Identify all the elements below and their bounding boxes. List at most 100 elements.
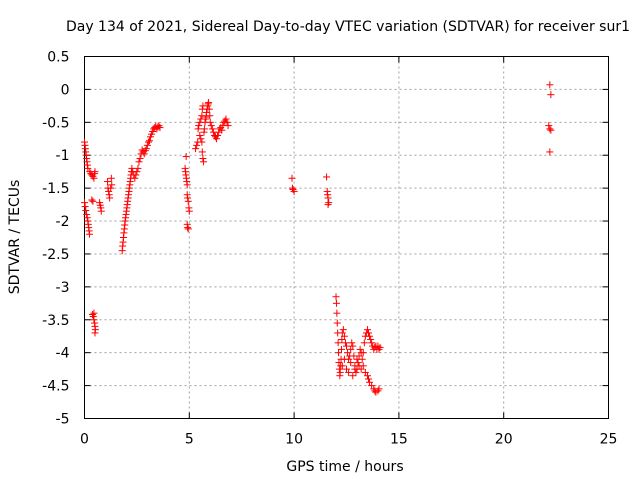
data-point — [133, 168, 141, 176]
data-point — [198, 138, 206, 146]
data-point — [199, 155, 207, 163]
data-point — [340, 332, 348, 340]
data-point — [367, 336, 375, 344]
data-point — [546, 81, 554, 89]
data-point — [323, 173, 331, 181]
data-point — [128, 164, 136, 172]
y-tick-label: -1 — [56, 148, 70, 164]
data-point — [91, 329, 99, 337]
data-point — [184, 225, 192, 233]
y-tick-label: 0.5 — [47, 50, 69, 66]
data-point — [89, 197, 97, 205]
axis-ticks — [84, 56, 609, 419]
data-point — [352, 368, 360, 376]
data-point — [82, 207, 90, 215]
data-point — [86, 230, 94, 238]
data-point — [208, 125, 216, 133]
data-point — [376, 343, 384, 351]
data-point — [363, 326, 371, 334]
y-tick-label: -5 — [56, 412, 70, 428]
x-tick-labels: 0 5 10 15 20 25 — [80, 432, 617, 448]
data-point — [365, 375, 373, 383]
data-point — [196, 131, 204, 139]
data-point — [288, 174, 296, 182]
data-point — [132, 171, 140, 179]
data-point — [90, 316, 98, 324]
data-point — [83, 214, 91, 222]
data-point — [335, 349, 343, 357]
data-point — [343, 342, 350, 350]
x-tick-label: 5 — [185, 432, 194, 448]
data-point — [290, 187, 298, 195]
data-point — [198, 112, 206, 120]
data-point — [184, 197, 192, 205]
data-point — [107, 174, 115, 182]
data-point — [324, 194, 332, 202]
data-point — [345, 368, 353, 376]
y-tick-label: -3.5 — [42, 313, 69, 329]
data-point — [224, 122, 232, 130]
data-point — [108, 181, 116, 189]
data-point — [349, 372, 357, 380]
data-point — [339, 326, 347, 334]
data-point — [183, 181, 191, 189]
data-point — [205, 105, 213, 113]
data-point — [88, 196, 96, 204]
data-points — [81, 81, 555, 396]
data-point — [143, 141, 151, 149]
x-axis-label: GPS time / hours — [286, 459, 403, 475]
data-point — [91, 168, 99, 176]
data-point — [347, 359, 355, 367]
data-point — [340, 355, 348, 363]
y-tick-label: 0 — [61, 82, 70, 98]
data-point — [363, 372, 371, 380]
data-point — [336, 368, 344, 376]
data-point — [200, 125, 208, 133]
data-point — [195, 122, 203, 130]
data-point — [144, 138, 152, 146]
data-point — [184, 194, 192, 202]
y-axis-label: SDTVAR / TECUs — [7, 180, 23, 295]
data-point — [142, 145, 150, 153]
data-point — [366, 332, 374, 340]
data-point — [97, 207, 105, 215]
data-point — [333, 309, 341, 317]
data-point — [348, 339, 356, 347]
data-point — [324, 201, 332, 209]
data-point — [83, 210, 91, 218]
y-tick-label: -4.5 — [42, 379, 69, 395]
data-point — [90, 174, 98, 182]
data-point — [185, 207, 193, 215]
data-point — [334, 339, 342, 347]
data-point — [134, 164, 142, 172]
data-point — [135, 158, 143, 166]
plot-frame — [84, 56, 609, 419]
data-point — [349, 342, 357, 350]
data-point — [131, 174, 139, 182]
y-tick-label: -1.5 — [42, 181, 69, 197]
data-point — [106, 194, 114, 202]
data-point — [288, 184, 296, 192]
data-point — [200, 158, 208, 166]
data-point — [214, 131, 222, 139]
data-point — [107, 184, 115, 192]
data-point — [136, 155, 144, 163]
data-point — [207, 122, 215, 130]
data-point — [353, 355, 361, 363]
data-point — [206, 112, 214, 120]
data-point — [206, 118, 214, 126]
data-point — [90, 309, 98, 317]
x-tick-label: 0 — [80, 432, 89, 448]
data-point — [338, 362, 346, 370]
y-tick-label: -2.5 — [42, 247, 69, 263]
x-tick-label: 20 — [495, 432, 513, 448]
data-point — [547, 126, 555, 134]
y-tick-labels: 0.5 0 -0.5 -1 -1.5 -2 -2.5 -3 -3.5 -4 -4.5 -5 — [42, 50, 69, 428]
data-point — [89, 312, 97, 320]
y-tick-label: -3 — [56, 280, 70, 296]
data-point — [356, 345, 364, 353]
data-point — [193, 141, 201, 149]
data-point — [351, 365, 359, 373]
data-point — [368, 339, 376, 347]
